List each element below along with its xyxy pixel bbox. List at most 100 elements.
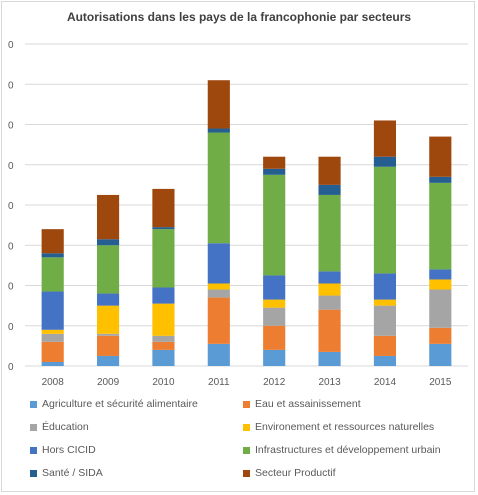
bar-segment <box>318 309 341 352</box>
legend-swatch <box>30 400 37 408</box>
bar-segment <box>373 120 397 157</box>
legend-item: Environement et ressources naturelles <box>243 421 434 433</box>
y-tick-label: 0 <box>8 282 14 293</box>
bar-segment <box>152 229 175 288</box>
bar-segment <box>96 333 120 336</box>
bar-segment <box>429 176 452 183</box>
legend-swatch <box>243 400 250 408</box>
bar-segment <box>152 227 175 230</box>
bar-segment <box>263 307 286 326</box>
x-tick-label: 2011 <box>208 377 230 388</box>
bar-segment <box>263 174 286 276</box>
bar-segment <box>263 156 286 169</box>
legend-item: Hors CICID <box>30 444 96 456</box>
legend-item: Eau et assainissement <box>243 398 361 410</box>
bar-segment <box>96 239 120 246</box>
bar-segment <box>152 349 175 366</box>
bar-segment <box>373 299 397 306</box>
bar-segment <box>207 343 230 366</box>
bar-segment <box>207 289 230 298</box>
bar-segment <box>263 349 286 366</box>
bar-segment <box>207 297 230 344</box>
bar-segment <box>96 293 120 306</box>
legend-label: Environement et ressources naturelles <box>255 421 435 433</box>
bar-segment <box>373 305 397 336</box>
y-tick-label: 0 <box>8 241 14 252</box>
legend-item: Éducation <box>30 421 89 433</box>
x-tick-label: 2015 <box>429 377 452 388</box>
chart-title: Autorisations dans les pays de la franco… <box>66 10 412 24</box>
legend-item: Secteur Productif <box>243 467 336 479</box>
bar-segment <box>207 80 230 129</box>
bar-segment <box>318 156 341 185</box>
y-tick-label: 0 <box>8 322 14 333</box>
bar-segment <box>41 333 64 342</box>
bar-segment <box>41 329 64 334</box>
bar-segment <box>41 257 64 292</box>
bar-segment <box>96 194 120 240</box>
bar-segment <box>41 253 64 258</box>
bar-segment <box>152 188 175 228</box>
bar-segment <box>318 283 341 296</box>
bar-segment <box>207 128 230 133</box>
x-tick-label: 2013 <box>318 377 341 388</box>
bar-segment <box>373 355 397 366</box>
bar-segment <box>429 343 452 366</box>
bar-segment <box>207 243 230 284</box>
bar-segment <box>429 279 452 290</box>
bar-segment <box>96 355 120 366</box>
legend-item: Infrastructures et développement urbain <box>243 444 441 456</box>
bar-segment <box>429 327 452 344</box>
legend-label: Éducation <box>42 421 89 433</box>
x-tick-label: 2014 <box>374 377 397 388</box>
bar-segment <box>429 136 452 177</box>
bar-segment <box>96 335 120 356</box>
bar-segment <box>318 271 341 284</box>
legend-swatch <box>30 469 37 477</box>
bar-segment <box>207 283 230 290</box>
bar-segment <box>373 166 397 274</box>
bar-segment <box>263 168 286 175</box>
legend-swatch <box>30 446 37 454</box>
bar-segment <box>152 287 175 304</box>
bar-segment <box>373 335 397 356</box>
bar-segment <box>318 194 341 272</box>
plot-area: 0 0 0 0 0 0 0 0 0 2008 2009 2010 2011 2012 2013 2014 201… <box>8 40 468 388</box>
bar-segment <box>207 132 230 244</box>
bar-segment <box>41 341 64 362</box>
legend-label: Eau et assainissement <box>255 398 361 410</box>
y-tick-label: 0 <box>8 40 14 51</box>
bar-segment <box>152 341 175 350</box>
bar-segment <box>96 245 120 294</box>
bar-segment <box>429 269 452 280</box>
bar-segment <box>373 156 397 167</box>
bar-segment <box>263 299 286 308</box>
legend-label: Infrastructures et développement urbain <box>255 444 441 456</box>
legend-swatch <box>30 423 37 431</box>
y-tick-label: 0 <box>8 80 14 91</box>
legend-swatch <box>243 469 250 477</box>
bar-segment <box>373 273 397 300</box>
x-tick-label: 2010 <box>152 377 175 388</box>
legend-label: Secteur Productif <box>255 467 336 479</box>
bar-segment <box>263 325 286 350</box>
legend-label: Hors CICID <box>42 444 96 456</box>
y-tick-label: 0 <box>8 201 14 212</box>
legend-label: Agriculture et sécurité alimentaire <box>42 398 198 410</box>
legend-item: Agriculture et sécurité alimentaire <box>30 398 198 410</box>
bar-segment <box>429 182 452 270</box>
y-tick-label: 0 <box>8 362 14 373</box>
bar-segment <box>318 351 341 366</box>
bar-segment <box>152 303 175 336</box>
legend-swatch <box>243 446 250 454</box>
bar-segment <box>263 275 286 300</box>
legend-label: Santé / SIDA <box>42 467 103 479</box>
legend-item: Santé / SIDA <box>30 467 103 479</box>
x-tick-label: 2012 <box>263 377 286 388</box>
legend-swatch <box>243 423 250 431</box>
x-tick-label: 2008 <box>42 377 65 388</box>
y-tick-label: 0 <box>8 121 14 132</box>
bar-segment <box>41 361 64 366</box>
y-tick-label: 0 <box>8 161 14 172</box>
